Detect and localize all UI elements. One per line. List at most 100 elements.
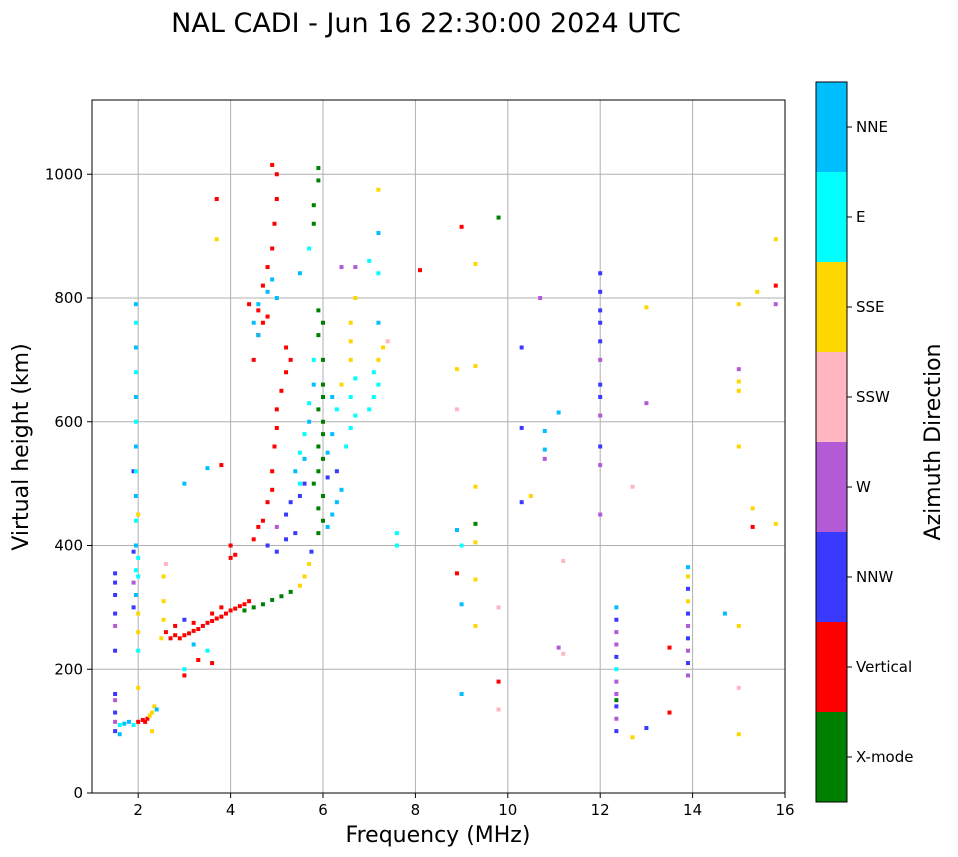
data-point (136, 512, 141, 517)
data-point (150, 729, 155, 734)
data-point (773, 302, 778, 307)
data-point (307, 419, 312, 424)
data-point (161, 617, 166, 622)
data-point (274, 197, 279, 201)
data-point (644, 401, 649, 406)
data-point (311, 481, 316, 486)
data-point (131, 469, 136, 474)
chart-title: NAL CADI - Jun 16 22:30:00 2024 UTC (171, 8, 681, 39)
colorbar-segment (816, 532, 847, 622)
data-point (288, 500, 293, 505)
data-point (219, 614, 224, 619)
data-point (598, 382, 603, 387)
data-point (113, 719, 118, 724)
data-point (454, 407, 459, 412)
data-point (376, 320, 381, 325)
data-point (394, 531, 399, 536)
data-point (685, 673, 690, 678)
data-point (311, 203, 316, 208)
data-point (122, 721, 127, 726)
data-point (334, 407, 339, 412)
data-point (182, 481, 187, 486)
x-tick-label: 4 (226, 801, 236, 819)
data-point (210, 661, 215, 666)
data-point (113, 611, 118, 616)
data-point (321, 432, 325, 437)
data-point (113, 710, 118, 715)
data-point (113, 692, 118, 696)
data-point (614, 642, 619, 647)
data-point (348, 339, 353, 344)
data-point (454, 528, 459, 533)
data-point (242, 602, 247, 607)
data-point (182, 633, 187, 638)
data-point (293, 469, 298, 474)
data-point (496, 605, 501, 610)
data-point (598, 320, 603, 325)
data-point (251, 357, 256, 362)
colorbar-tick-label: X-mode (856, 748, 913, 766)
data-point (630, 484, 635, 489)
data-point (311, 357, 316, 362)
x-tick-label: 2 (133, 801, 143, 819)
data-point (750, 524, 755, 529)
data-point (630, 735, 635, 740)
data-point (473, 521, 478, 526)
data-point (265, 543, 270, 548)
data-point (210, 618, 215, 623)
data-point (191, 642, 196, 647)
data-point (131, 580, 136, 585)
colorbar-label: Azimuth Direction (921, 343, 946, 540)
data-point (140, 717, 145, 722)
colorbar-segment (816, 622, 847, 712)
data-point (133, 419, 138, 424)
data-point (265, 500, 270, 505)
x-tick-label: 16 (775, 801, 794, 819)
data-point (297, 481, 302, 486)
data-point (297, 271, 302, 276)
data-point (133, 320, 138, 325)
data-point (302, 456, 307, 461)
data-point (214, 616, 219, 621)
data-point (473, 364, 478, 369)
data-point (598, 289, 603, 294)
colorbar-tick-label: Vertical (856, 658, 912, 676)
data-point (598, 395, 603, 399)
data-point (182, 673, 187, 678)
colorbar-segment (816, 442, 847, 532)
data-point (348, 320, 353, 325)
y-axis-label: Virtual height (km) (9, 343, 34, 550)
data-point (321, 419, 325, 424)
data-point (394, 543, 399, 548)
data-point (321, 456, 325, 461)
data-point (316, 178, 321, 183)
data-point (309, 549, 314, 554)
data-point (614, 617, 619, 622)
data-point (316, 444, 321, 449)
data-point (321, 320, 325, 325)
data-point (334, 469, 339, 474)
data-point (367, 407, 372, 412)
data-point (685, 636, 690, 641)
data-point (316, 407, 321, 412)
data-point (233, 606, 238, 611)
plot-frame (91, 99, 786, 794)
data-point (353, 296, 358, 300)
data-point (556, 645, 561, 650)
data-point (614, 654, 619, 659)
data-point (152, 704, 157, 709)
data-point (519, 500, 524, 505)
data-point (773, 283, 778, 288)
data-point (773, 237, 778, 242)
data-point (113, 580, 118, 585)
data-point (279, 388, 284, 393)
data-point (542, 429, 547, 434)
data-point (598, 308, 603, 313)
data-point (265, 265, 270, 270)
data-point (210, 611, 215, 616)
data-point (272, 444, 277, 449)
data-point (265, 314, 270, 319)
data-point (556, 410, 561, 415)
data-point (339, 382, 344, 387)
